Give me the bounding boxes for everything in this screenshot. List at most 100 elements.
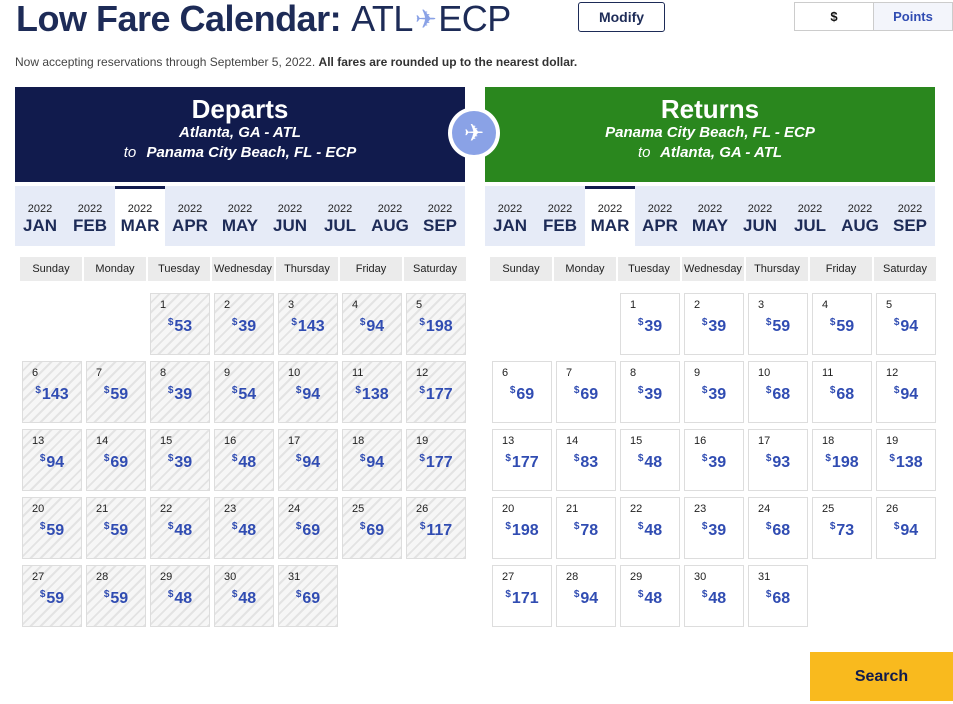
month-tab-feb[interactable]: 2022 FEB bbox=[535, 186, 585, 246]
fare-day-cell[interactable]: 9 $54 bbox=[214, 361, 274, 423]
fare-day-cell[interactable]: 20 $198 bbox=[492, 497, 552, 559]
month-tab-jan[interactable]: 2022 JAN bbox=[15, 186, 65, 246]
fare-day-cell[interactable]: 26 $117 bbox=[406, 497, 466, 559]
month-tab-label: FEB bbox=[543, 216, 577, 235]
fare-day-cell[interactable]: 31 $69 bbox=[278, 565, 338, 627]
fare-day-cell[interactable]: 13 $177 bbox=[492, 429, 552, 491]
month-tab-jan[interactable]: 2022 JAN bbox=[485, 186, 535, 246]
fare-day-cell[interactable]: 8 $39 bbox=[620, 361, 680, 423]
fare-day-cell[interactable]: 12 $94 bbox=[876, 361, 936, 423]
fare-day-cell[interactable]: 9 $39 bbox=[684, 361, 744, 423]
fare-day-cell[interactable]: 17 $94 bbox=[278, 429, 338, 491]
day-number: 12 bbox=[886, 367, 899, 379]
fare-day-cell[interactable]: 19 $177 bbox=[406, 429, 466, 491]
fare-day-cell[interactable]: 24 $69 bbox=[278, 497, 338, 559]
fare-day-cell[interactable]: 28 $59 bbox=[86, 565, 146, 627]
day-number: 28 bbox=[566, 571, 579, 583]
month-tab-apr[interactable]: 2022 APR bbox=[165, 186, 215, 246]
fare-day-cell[interactable]: 27 $59 bbox=[22, 565, 82, 627]
month-tab-mar[interactable]: 2022 MAR bbox=[115, 186, 165, 246]
fare-day-cell[interactable]: 21 $78 bbox=[556, 497, 616, 559]
departs-heading: Departs bbox=[191, 94, 289, 124]
fare-day-cell[interactable]: 24 $68 bbox=[748, 497, 808, 559]
fare-day-cell[interactable]: 17 $93 bbox=[748, 429, 808, 491]
fare-day-cell[interactable]: 29 $48 bbox=[150, 565, 210, 627]
fare-day-cell[interactable]: 8 $39 bbox=[150, 361, 210, 423]
fare-day-cell[interactable]: 10 $94 bbox=[278, 361, 338, 423]
fare-amount: 94 bbox=[366, 318, 385, 335]
fare-day-cell[interactable]: 31 $68 bbox=[748, 565, 808, 627]
fare-day-cell[interactable]: 6 $143 bbox=[22, 361, 82, 423]
dollars-option[interactable]: $ bbox=[795, 3, 873, 30]
fare-day-cell[interactable]: 16 $39 bbox=[684, 429, 744, 491]
month-tab-aug[interactable]: 2022 AUG bbox=[835, 186, 885, 246]
fare-day-cell[interactable]: 10 $68 bbox=[748, 361, 808, 423]
fare-day-cell[interactable]: 7 $59 bbox=[86, 361, 146, 423]
fare-day-cell[interactable]: 5 $94 bbox=[876, 293, 936, 355]
fare-day-cell[interactable]: 7 $69 bbox=[556, 361, 616, 423]
fare-day-cell[interactable]: 16 $48 bbox=[214, 429, 274, 491]
fare-day-cell[interactable]: 11 $68 bbox=[812, 361, 872, 423]
fare-day-cell[interactable]: 12 $177 bbox=[406, 361, 466, 423]
month-tab-sep[interactable]: 2022 SEP bbox=[885, 186, 935, 246]
fare-day-cell[interactable]: 25 $69 bbox=[342, 497, 402, 559]
fare-day-cell[interactable]: 3 $143 bbox=[278, 293, 338, 355]
day-number: 29 bbox=[160, 571, 173, 583]
month-tab-may[interactable]: 2022 MAY bbox=[215, 186, 265, 246]
fare-price: $59 bbox=[813, 317, 871, 336]
fare-day-cell[interactable]: 2 $39 bbox=[684, 293, 744, 355]
month-tab-jun[interactable]: 2022 JUN bbox=[735, 186, 785, 246]
month-tab-jun[interactable]: 2022 JUN bbox=[265, 186, 315, 246]
day-number: 19 bbox=[416, 435, 429, 447]
fare-day-cell[interactable]: 23 $39 bbox=[684, 497, 744, 559]
fare-day-cell[interactable]: 22 $48 bbox=[620, 497, 680, 559]
fare-day-cell[interactable]: 19 $138 bbox=[876, 429, 936, 491]
fare-day-cell[interactable]: 1 $39 bbox=[620, 293, 680, 355]
fare-amount: 53 bbox=[174, 318, 193, 335]
fare-day-cell[interactable]: 14 $83 bbox=[556, 429, 616, 491]
fare-day-cell[interactable]: 4 $59 bbox=[812, 293, 872, 355]
fare-day-cell[interactable]: 28 $94 bbox=[556, 565, 616, 627]
fare-day-cell[interactable]: 25 $73 bbox=[812, 497, 872, 559]
month-tab-sep[interactable]: 2022 SEP bbox=[415, 186, 465, 246]
fare-day-cell[interactable]: 21 $59 bbox=[86, 497, 146, 559]
currency-symbol: $ bbox=[103, 453, 110, 464]
month-tab-aug[interactable]: 2022 AUG bbox=[365, 186, 415, 246]
fare-day-cell[interactable]: 30 $48 bbox=[214, 565, 274, 627]
fare-amount: 117 bbox=[426, 522, 453, 539]
notice-text: Now accepting reservations through Septe… bbox=[15, 55, 316, 69]
month-tab-jul[interactable]: 2022 JUL bbox=[315, 186, 365, 246]
fare-day-cell[interactable]: 30 $48 bbox=[684, 565, 744, 627]
fare-day-cell[interactable]: 29 $48 bbox=[620, 565, 680, 627]
fare-day-cell[interactable]: 4 $94 bbox=[342, 293, 402, 355]
reservation-notice: Now accepting reservations through Septe… bbox=[15, 55, 577, 69]
points-option[interactable]: Points bbox=[873, 3, 952, 30]
fare-amount: 48 bbox=[174, 522, 193, 539]
fare-day-cell[interactable]: 2 $39 bbox=[214, 293, 274, 355]
fare-day-cell[interactable]: 27 $171 bbox=[492, 565, 552, 627]
fare-day-cell[interactable]: 11 $138 bbox=[342, 361, 402, 423]
fare-day-cell[interactable]: 26 $94 bbox=[876, 497, 936, 559]
fare-day-cell[interactable]: 5 $198 bbox=[406, 293, 466, 355]
fare-day-cell[interactable]: 20 $59 bbox=[22, 497, 82, 559]
currency-symbol: $ bbox=[505, 521, 511, 532]
fare-day-cell[interactable]: 22 $48 bbox=[150, 497, 210, 559]
fare-day-cell[interactable]: 3 $59 bbox=[748, 293, 808, 355]
modify-button[interactable]: Modify bbox=[578, 2, 665, 32]
fare-day-cell[interactable]: 14 $69 bbox=[86, 429, 146, 491]
fare-day-cell[interactable]: 18 $94 bbox=[342, 429, 402, 491]
fare-day-cell[interactable]: 23 $48 bbox=[214, 497, 274, 559]
fare-day-cell[interactable]: 18 $198 bbox=[812, 429, 872, 491]
fare-day-cell[interactable]: 6 $69 bbox=[492, 361, 552, 423]
month-tab-may[interactable]: 2022 MAY bbox=[685, 186, 735, 246]
fare-day-cell[interactable]: 1 $53 bbox=[150, 293, 210, 355]
search-button[interactable]: Search bbox=[810, 652, 953, 701]
depart-month-tabs: 2022 JAN 2022 FEB 2022 MAR 2022 APR 2022 MAY 2022 J… bbox=[15, 186, 465, 246]
fare-day-cell[interactable]: 13 $94 bbox=[22, 429, 82, 491]
month-tab-apr[interactable]: 2022 APR bbox=[635, 186, 685, 246]
fare-day-cell[interactable]: 15 $48 bbox=[620, 429, 680, 491]
month-tab-mar[interactable]: 2022 MAR bbox=[585, 186, 635, 246]
month-tab-jul[interactable]: 2022 JUL bbox=[785, 186, 835, 246]
fare-day-cell[interactable]: 15 $39 bbox=[150, 429, 210, 491]
month-tab-feb[interactable]: 2022 FEB bbox=[65, 186, 115, 246]
